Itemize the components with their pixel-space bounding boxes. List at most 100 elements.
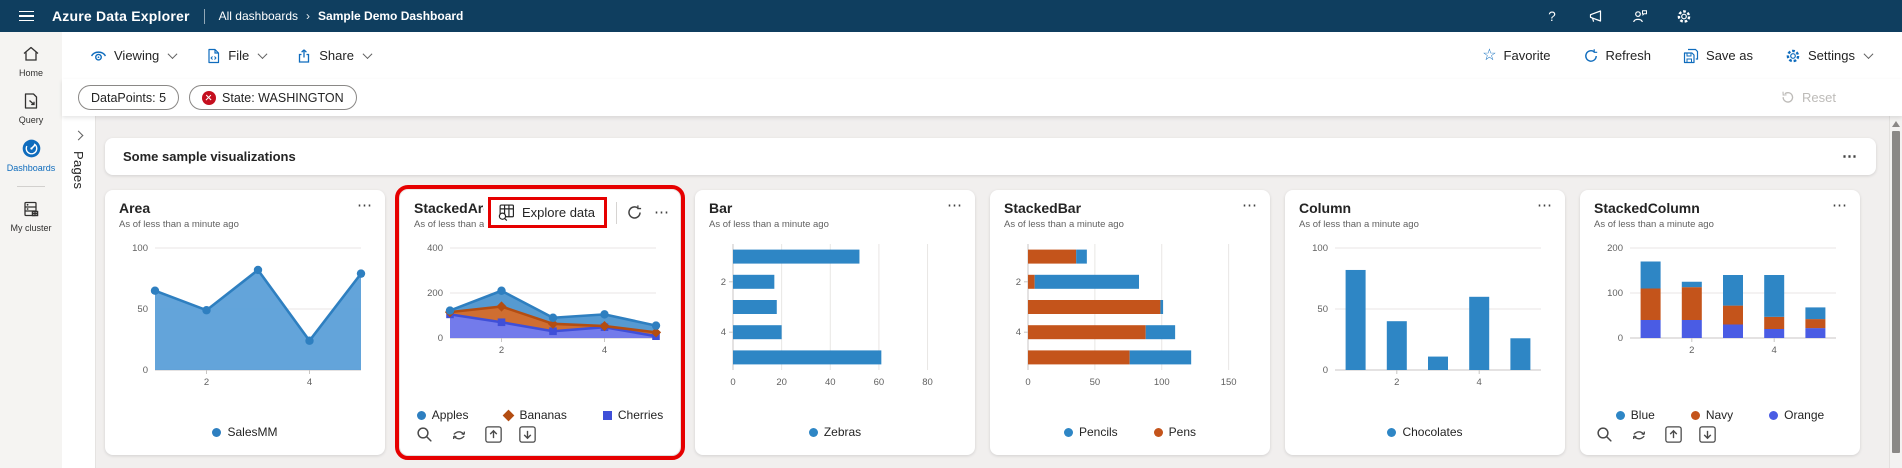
tile-title: Column — [1299, 200, 1352, 216]
move-up-icon[interactable] — [1665, 426, 1682, 443]
svg-text:200: 200 — [427, 288, 443, 299]
svg-text:2: 2 — [204, 377, 209, 388]
tile-column: Column As of less than a minute ago ⋯ 0 50 10… — [1285, 190, 1565, 455]
move-down-icon[interactable] — [519, 426, 536, 443]
tile-menu-button[interactable]: ⋯ — [1242, 197, 1257, 214]
reset-filters-button[interactable]: Reset — [1780, 90, 1886, 105]
tile-title: StackedArea — [414, 200, 499, 216]
sidebar-item-home[interactable]: Home — [19, 44, 43, 78]
svg-text:100: 100 — [1154, 377, 1170, 388]
help-button[interactable]: ? — [1544, 8, 1560, 24]
tile-refresh-icon[interactable] — [626, 204, 643, 221]
settings-dropdown[interactable]: Settings — [1785, 48, 1874, 64]
tile-menu-button[interactable]: ⋯ — [947, 197, 962, 214]
tiles-canvas: Some sample visualizations ⋯ Area As of l… — [96, 116, 1902, 468]
legend-label: Orange — [1784, 408, 1825, 422]
tile-menu-button[interactable]: ⋯ — [357, 197, 372, 214]
filter-pill-datapoints[interactable]: DataPoints: 5 — [78, 85, 180, 110]
breadcrumb-all-dashboards[interactable]: All dashboards — [218, 9, 299, 23]
chart-area: 0 50 100 150 2 4 — [1004, 236, 1256, 394]
chart-area: 0 50 100 2 4 — [1299, 236, 1551, 394]
remove-filter-icon[interactable] — [202, 90, 217, 105]
chart-legend: Pencils Pens — [1004, 425, 1256, 447]
sidebar-label-home: Home — [18, 68, 43, 78]
nav-title-divider — [203, 8, 205, 24]
hamburger-menu-button[interactable] — [0, 0, 52, 32]
feedback-button[interactable] — [1632, 8, 1648, 24]
svg-text:40: 40 — [825, 377, 836, 388]
tile-subtitle: As of less than a minute ago — [119, 219, 239, 230]
chart-legend: Blue Navy Orange — [1594, 408, 1846, 426]
svg-text:0: 0 — [438, 333, 443, 344]
favorite-button[interactable]: ☆ Favorite — [1482, 47, 1550, 64]
top-nav-bar: Azure Data Explorer All dashboards › Sam… — [0, 0, 1902, 32]
vertical-scrollbar[interactable] — [1889, 116, 1902, 468]
tile-footer-actions — [1594, 426, 1846, 447]
save-as-button[interactable]: Save as — [1683, 48, 1753, 64]
sidebar-item-dashboards[interactable]: Dashboards — [7, 138, 55, 173]
svg-text:400: 400 — [427, 243, 443, 254]
legend-item-bananas[interactable]: Bananas — [503, 408, 567, 422]
svg-text:80: 80 — [922, 377, 933, 388]
cycle-icon[interactable] — [1630, 427, 1648, 443]
chart-svg: 0 20 40 60 80 2 4 — [721, 244, 933, 388]
viewing-dropdown[interactable]: Viewing — [90, 48, 178, 63]
query-icon — [24, 93, 38, 109]
settings-gear-icon — [1786, 49, 1800, 62]
search-icon[interactable] — [416, 426, 433, 443]
tile-footer-actions — [414, 426, 666, 447]
file-dropdown[interactable]: File — [206, 48, 268, 64]
legend-item-zebras[interactable]: Zebras — [808, 425, 862, 439]
search-icon[interactable] — [1596, 426, 1613, 443]
sidebar-item-query[interactable]: Query — [19, 91, 43, 125]
chevron-down-icon — [167, 49, 178, 60]
announcements-button[interactable] — [1588, 8, 1604, 24]
svg-text:100: 100 — [132, 243, 148, 254]
svg-text:4: 4 — [721, 327, 726, 338]
expand-pages-icon[interactable] — [73, 130, 84, 141]
legend-item-navy[interactable]: Navy — [1690, 408, 1734, 422]
refresh-button[interactable]: Refresh — [1583, 48, 1651, 64]
filter-bar: DataPoints: 5 State: WASHINGTON Reset — [62, 79, 1902, 116]
legend-item-pens[interactable]: Pens — [1153, 425, 1196, 439]
svg-text:2: 2 — [1016, 277, 1021, 288]
filter-pill-state[interactable]: State: WASHINGTON — [189, 85, 357, 110]
settings-button-topnav[interactable] — [1676, 8, 1692, 24]
scroll-up-icon[interactable] — [1892, 121, 1900, 127]
command-bar: Viewing File Share ☆ Favorite — [62, 32, 1902, 79]
scrollbar-thumb[interactable] — [1892, 131, 1900, 453]
legend-item-pencils[interactable]: Pencils — [1063, 425, 1118, 439]
cycle-icon[interactable] — [450, 427, 468, 443]
file-icon — [208, 48, 220, 63]
legend-item-blue[interactable]: Blue — [1615, 408, 1655, 422]
legend-label: Pencils — [1078, 425, 1118, 439]
tile-subtitle: As of less than a minute ago — [414, 219, 534, 230]
move-up-icon[interactable] — [485, 426, 502, 443]
legend-item-orange[interactable]: Orange — [1769, 408, 1824, 422]
chart-legend: Zebras — [709, 425, 961, 447]
legend-label: Zebras — [823, 425, 862, 439]
legend-item-apples[interactable]: Apples — [416, 408, 468, 422]
tile-menu-button[interactable]: ⋯ — [1537, 197, 1552, 214]
legend-item-cherries[interactable]: Cherries — [602, 408, 664, 422]
pages-panel-label: Pages — [71, 151, 86, 190]
tile-stackedcolumn: StackedColumn As of less than a minute ag… — [1580, 190, 1860, 455]
tiles-row: Area As of less than a minute ago ⋯ 0 50 100 2… — [105, 185, 1902, 460]
legend-label: Cherries — [617, 408, 664, 422]
legend-item-salesmm[interactable]: SalesMM — [212, 425, 278, 439]
sidebar-item-my-cluster[interactable]: My cluster — [10, 199, 52, 233]
share-dropdown[interactable]: Share — [296, 48, 373, 64]
tile-menu-button[interactable]: ⋯ — [654, 204, 670, 221]
svg-text:2: 2 — [721, 277, 726, 288]
legend-square-marker — [602, 410, 612, 420]
tile-bar: Bar As of less than a minute ago ⋯ 0 20 40 60 8… — [695, 190, 975, 455]
tile-menu-button[interactable]: ⋯ — [1832, 197, 1847, 214]
legend-label: Navy — [1705, 408, 1734, 422]
section-menu-button[interactable]: ⋯ — [1842, 148, 1858, 165]
legend-item-chocolates[interactable]: Chocolates — [1387, 425, 1463, 439]
move-down-icon[interactable] — [1699, 426, 1716, 443]
file-label: File — [228, 48, 250, 63]
svg-text:50: 50 — [1317, 304, 1328, 315]
svg-text:20: 20 — [776, 377, 787, 388]
explore-data-button[interactable]: Explore data — [488, 197, 607, 228]
